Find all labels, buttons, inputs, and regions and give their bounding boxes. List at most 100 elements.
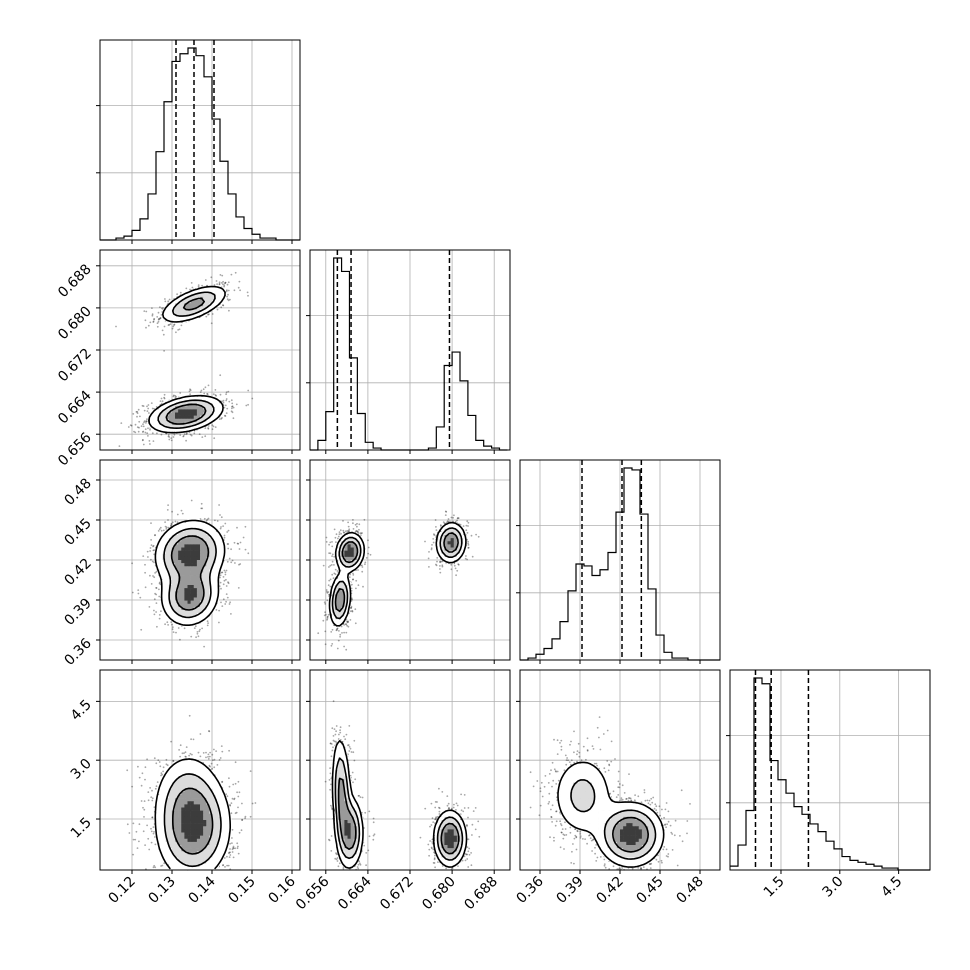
scatter-point [213, 284, 216, 286]
density-cell [184, 396, 188, 401]
histogram-panel-2 [306, 249, 511, 454]
scatter-point [146, 418, 148, 421]
density-cell [181, 296, 185, 301]
scatter-point [228, 603, 231, 605]
density-fill [150, 287, 226, 432]
density-cell [184, 581, 188, 586]
density-cell [193, 290, 198, 295]
histogram-step [520, 467, 720, 661]
density-cell [193, 547, 198, 551]
density-cell [203, 569, 207, 573]
density-cell [184, 556, 188, 561]
scatter-point [342, 531, 345, 534]
scatter-point [172, 626, 174, 628]
scatter-point [169, 323, 172, 325]
scatter-point [196, 631, 199, 633]
scatter-point [332, 577, 335, 580]
scatter-point [221, 571, 224, 574]
scatter-point [219, 274, 222, 276]
density-cell [196, 290, 201, 295]
density-cell [184, 547, 188, 551]
density-cell [184, 300, 188, 304]
density-cell [184, 600, 188, 605]
scatter-point [153, 576, 156, 579]
density-cell [184, 315, 188, 320]
density-cell [193, 594, 198, 598]
scatter-point [158, 614, 161, 616]
scatter-point [200, 389, 203, 392]
density-cell [178, 525, 182, 530]
scatter-point [230, 399, 233, 402]
scatter-point [207, 427, 210, 430]
scatter-point [324, 603, 327, 605]
density-cell [171, 603, 176, 608]
scatter-point [167, 519, 169, 521]
density-cell [212, 575, 216, 580]
density-cell [203, 547, 207, 551]
density-cell [187, 566, 191, 570]
scatter-point [334, 568, 337, 571]
scatter-point [221, 400, 223, 403]
density-cell [203, 415, 207, 420]
scatter-point [456, 519, 458, 522]
density-cell [181, 572, 185, 576]
y-tick-label: 0.36 [61, 635, 94, 668]
density-cell [193, 569, 198, 573]
scatter-point [329, 578, 332, 581]
scatter-point [327, 613, 330, 616]
density-cell [162, 594, 166, 598]
scatter-point [224, 603, 227, 605]
density-cell [178, 315, 182, 320]
density-cell [187, 315, 191, 320]
scatter-point [340, 532, 342, 535]
scatter-point [215, 609, 218, 611]
density-cell [190, 396, 195, 401]
scatter-point [177, 627, 180, 629]
scatter-point [356, 525, 358, 528]
scatter-point [224, 573, 227, 576]
scatter-point [235, 403, 238, 406]
density-cell [162, 591, 166, 595]
scatter-point [369, 553, 372, 556]
scatter-point [214, 519, 216, 522]
density-cell [190, 309, 195, 313]
density-cell [190, 585, 195, 589]
scatter-point [227, 281, 230, 284]
density-cell [171, 418, 176, 423]
density-cell [193, 581, 198, 586]
density-cell [181, 415, 185, 420]
density-cell [175, 606, 179, 611]
density-cell [165, 556, 170, 561]
scatter-point [467, 521, 470, 524]
density-cell [212, 591, 216, 595]
scatter-point [207, 384, 210, 387]
density-cell [193, 421, 198, 426]
scatter-point [220, 526, 222, 528]
density-cell [193, 412, 198, 416]
density-cell [209, 406, 213, 410]
scatter-point [173, 324, 175, 326]
scatter-point [172, 436, 175, 438]
density-cell [206, 581, 210, 586]
scatter-point [138, 426, 140, 429]
density-cell [193, 578, 198, 583]
density-cell [206, 418, 210, 423]
scatter-point [176, 513, 179, 516]
density-cell [181, 610, 185, 614]
density-cell [200, 560, 204, 564]
density-cell [178, 406, 182, 410]
scatter-point [337, 537, 339, 540]
scatter-point [190, 282, 193, 284]
scatter-point [222, 283, 224, 286]
density-cell [181, 553, 185, 558]
density-cell [168, 544, 173, 548]
scatter-point [352, 574, 355, 576]
scatter-point [158, 595, 161, 598]
density-cell [196, 572, 201, 576]
scatter-point [181, 512, 184, 515]
scatter-point [200, 502, 203, 505]
scatter-point [189, 433, 192, 436]
scatter-point [223, 579, 226, 582]
scatter-point [171, 327, 174, 330]
